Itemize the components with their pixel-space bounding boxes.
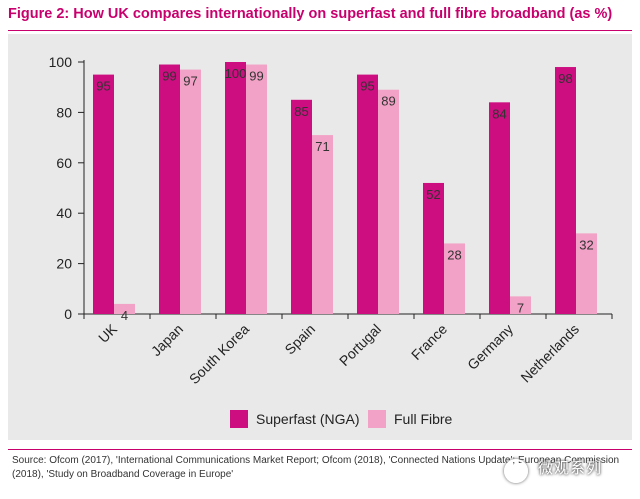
y-tick-label: 40 <box>56 205 72 221</box>
x-tick-label: Japan <box>148 321 186 359</box>
source-note: Source: Ofcom (2017), 'International Com… <box>12 455 620 480</box>
data-label: 28 <box>447 247 461 262</box>
y-tick-label: 80 <box>56 104 72 120</box>
title-divider <box>8 30 632 31</box>
y-tick-label: 60 <box>56 155 72 171</box>
x-tick-label: Netherlands <box>517 321 582 386</box>
bar-superfast <box>159 64 180 314</box>
legend-swatch <box>368 410 386 428</box>
y-tick-label: 0 <box>64 306 72 322</box>
chart-title: Figure 2: How UK compares internationall… <box>8 6 613 22</box>
data-label: 100 <box>225 66 247 81</box>
data-label: 4 <box>121 308 128 323</box>
bar-full-fibre <box>510 296 531 314</box>
watermark-logo-icon <box>504 459 528 483</box>
bar-superfast <box>423 182 444 314</box>
x-tick-label: Spain <box>281 321 318 358</box>
x-tick-label: Portugal <box>336 321 384 369</box>
data-label: 71 <box>315 139 329 154</box>
bar-superfast <box>291 99 312 314</box>
bar-full-fibre <box>444 243 465 314</box>
x-tick-label: Germany <box>464 321 516 373</box>
bar-superfast <box>489 102 510 314</box>
bar-full-fibre <box>246 64 267 314</box>
legend-label: Superfast (NGA) <box>256 411 359 427</box>
chart-area: 0 20 40 60 80 100 95 4 UK 99 97 Japan 100 99 South Kor… <box>8 34 632 440</box>
legend-swatch <box>230 410 248 428</box>
y-tick-label: 20 <box>56 256 72 272</box>
x-tick-label: France <box>408 321 450 363</box>
data-label: 85 <box>294 104 308 119</box>
bar-full-fibre <box>312 135 333 314</box>
bar-superfast <box>93 74 114 314</box>
data-label: 95 <box>360 79 374 94</box>
data-label: 89 <box>381 94 395 109</box>
y-tick-label: 100 <box>49 54 73 70</box>
data-label: 99 <box>162 69 176 84</box>
data-label: 99 <box>249 69 263 84</box>
bar-full-fibre <box>378 89 399 314</box>
bar-superfast <box>555 67 576 314</box>
data-label: 52 <box>426 187 440 202</box>
source-divider <box>8 449 632 450</box>
data-label: 32 <box>579 237 593 252</box>
data-label: 98 <box>558 71 572 86</box>
x-tick-label: UK <box>95 320 121 346</box>
bar-full-fibre <box>180 69 201 314</box>
data-label: 97 <box>183 74 197 89</box>
data-label: 84 <box>492 106 506 121</box>
data-label: 7 <box>517 300 524 315</box>
data-label: 95 <box>96 79 110 94</box>
watermark-text: 微观系列 <box>537 460 602 477</box>
bar-full-fibre <box>576 233 597 314</box>
bar-full-fibre <box>114 303 135 314</box>
x-tick-label: South Korea <box>186 321 253 388</box>
bar-superfast <box>225 62 246 314</box>
bar-superfast <box>357 74 378 314</box>
legend-label: Full Fibre <box>394 411 453 427</box>
